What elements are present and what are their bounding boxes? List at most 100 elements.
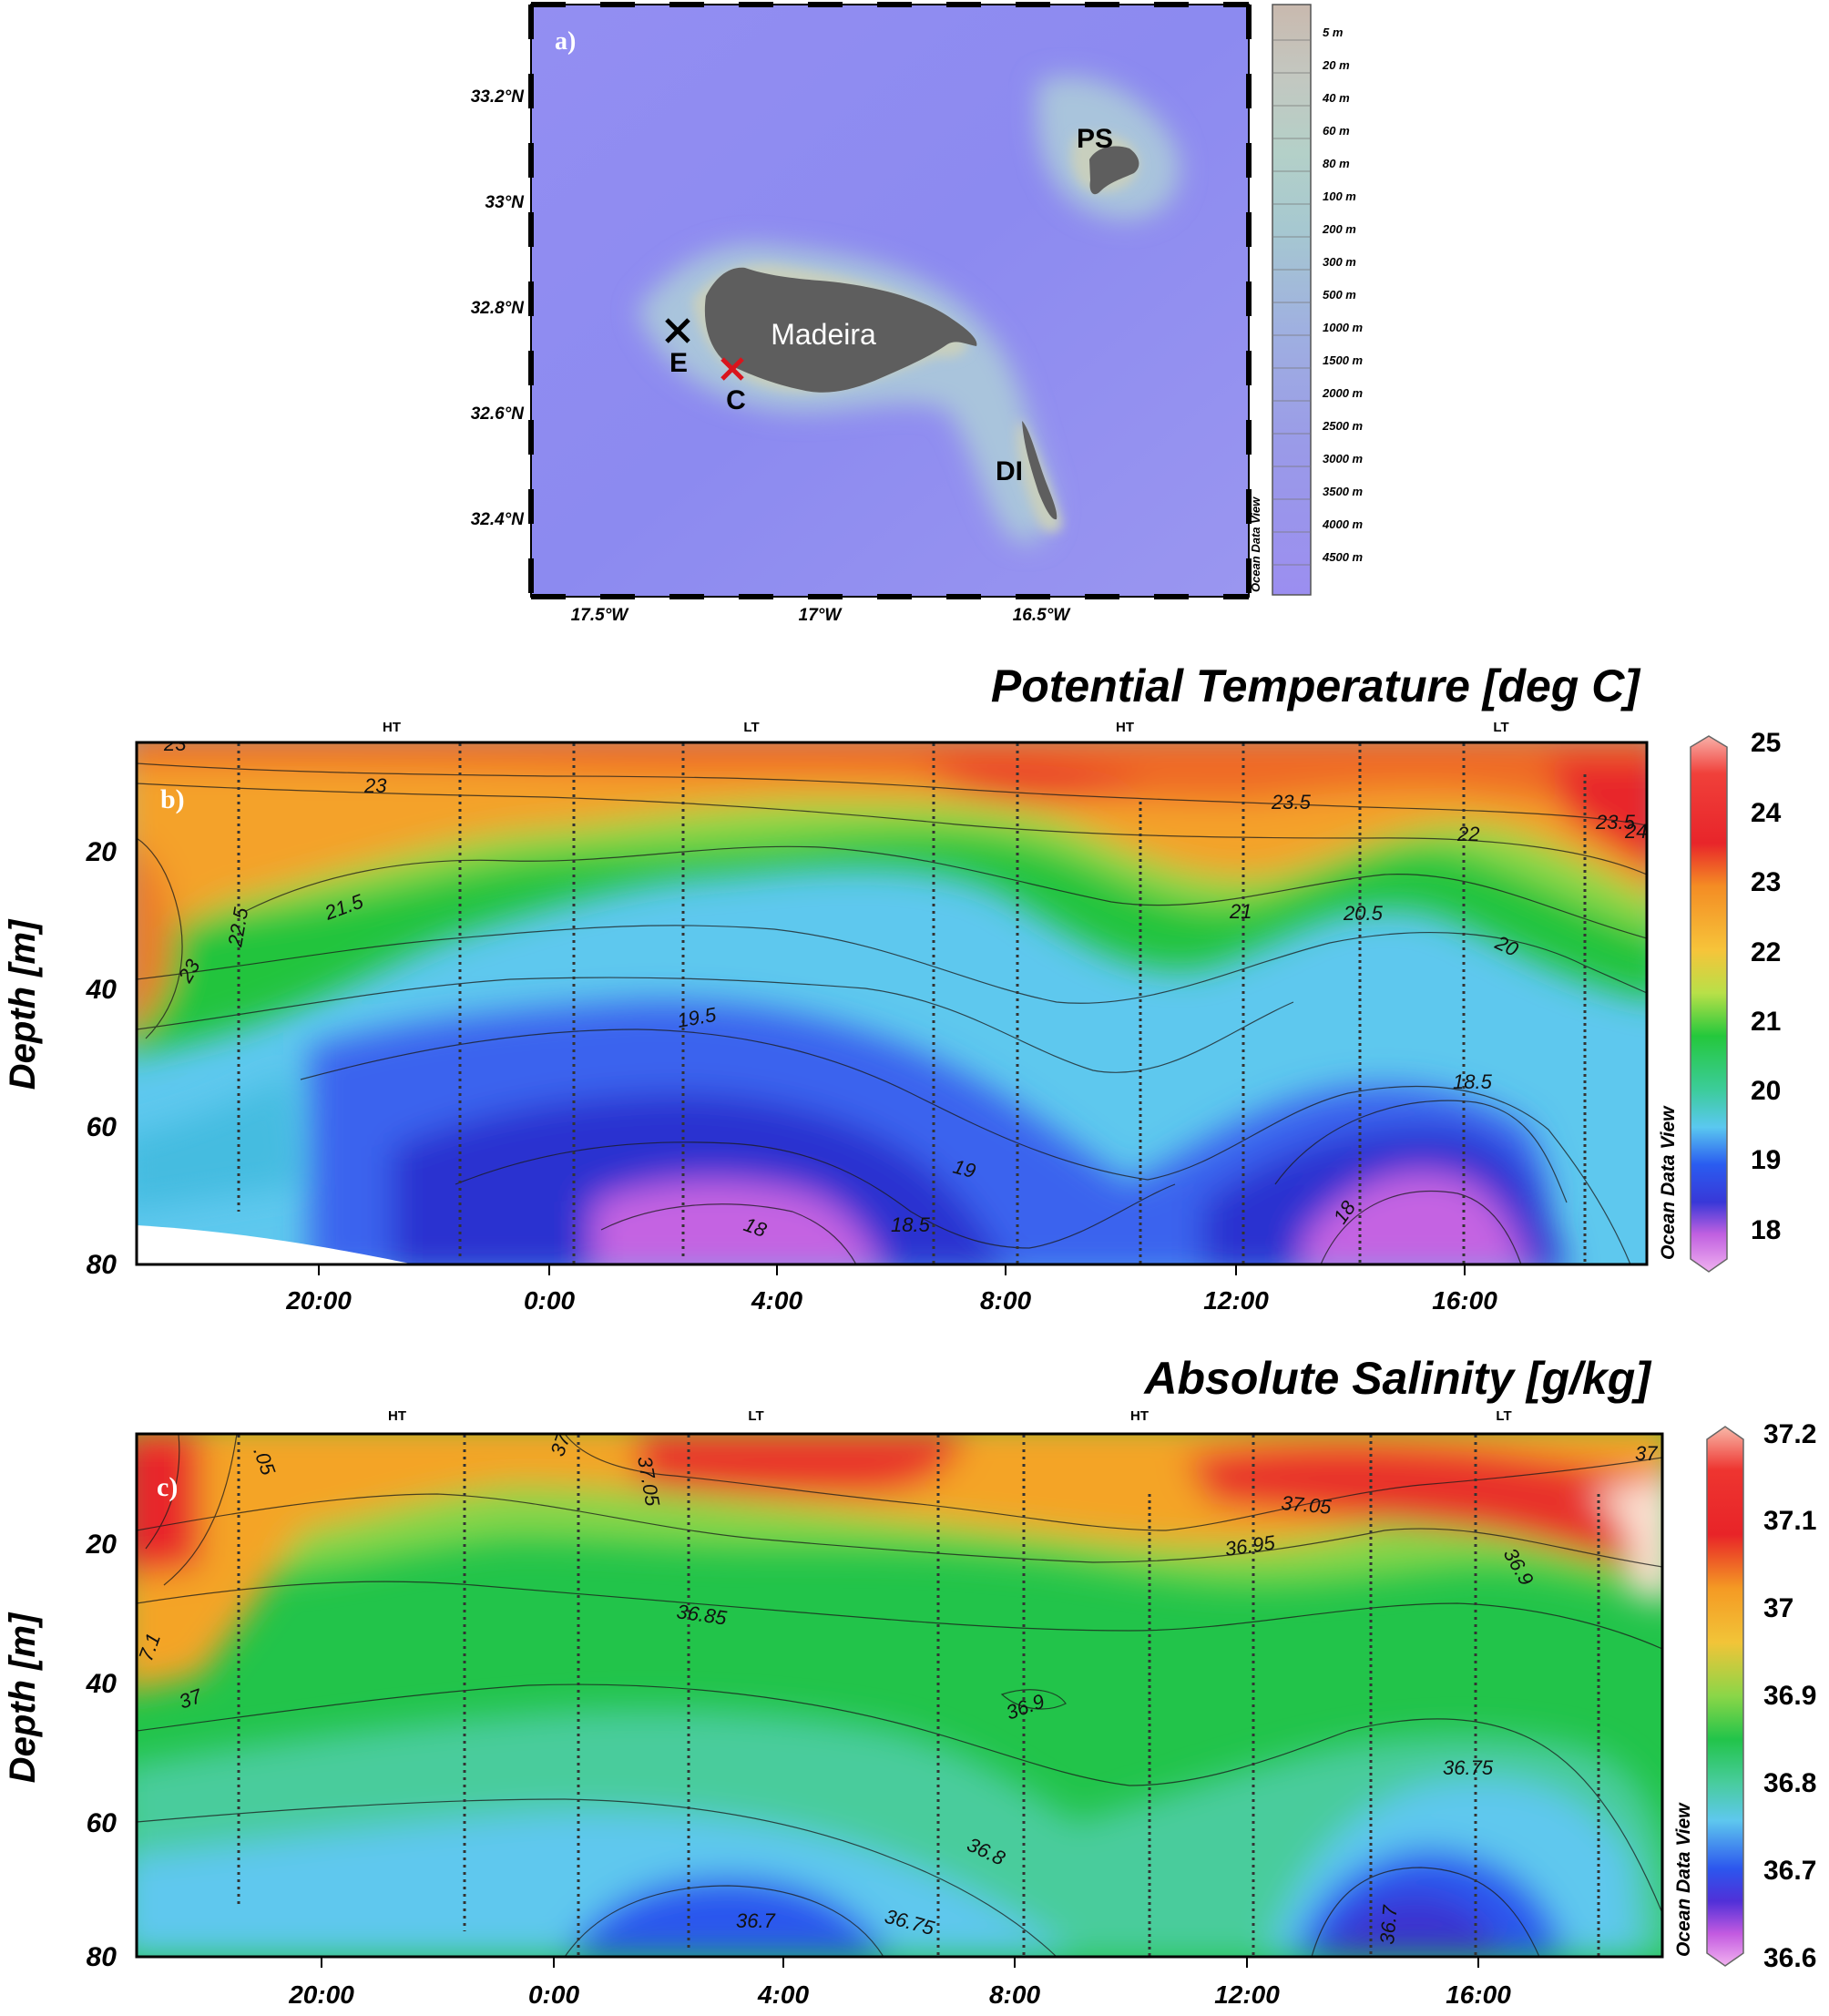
contour-label: 36.7 xyxy=(736,1909,776,1932)
contour-label: 36.7 xyxy=(1375,1904,1402,1946)
colorbar-tick: 37.1 xyxy=(1763,1506,1816,1536)
x-tick: 8:00 xyxy=(989,1980,1040,2009)
depth-legend: 5 m 20 m 40 m 60 m 80 m 100 m 200 m 300 m 500 m 1… xyxy=(1272,4,1364,596)
temperature-y-label: Depth [m] xyxy=(3,918,43,1090)
temperature-x-ticks: 20:00 0:00 4:00 8:00 12:00 16:00 xyxy=(285,1286,1497,1315)
temperature-colorbar: 25 24 23 22 21 20 19 18 xyxy=(1690,728,1782,1273)
colorbar-tick: 37.2 xyxy=(1763,1419,1816,1449)
salinity-y-ticks: 20 40 60 80 xyxy=(86,1530,118,1972)
lon-tick: 16.5°W xyxy=(1013,606,1072,625)
depth-legend-label: 2500 m xyxy=(1322,419,1364,433)
di-label: DI xyxy=(996,456,1023,486)
depth-legend-label: 4500 m xyxy=(1322,550,1364,564)
y-tick: 80 xyxy=(87,1250,118,1280)
map-frame-dashes xyxy=(528,2,1252,599)
missing-data-area xyxy=(137,1225,414,1264)
lat-tick: 32.6°N xyxy=(471,404,526,424)
temperature-frame xyxy=(135,741,1649,1266)
y-tick: 40 xyxy=(86,1669,118,1699)
y-tick: 80 xyxy=(87,1942,118,1972)
depth-legend-label: 200 m xyxy=(1322,222,1356,236)
colorbar-tick: 22 xyxy=(1751,937,1781,967)
island-porto-santo xyxy=(1089,146,1139,195)
station-c-label: C xyxy=(726,385,746,415)
colorbar-tick: 20 xyxy=(1751,1076,1781,1106)
y-tick: 60 xyxy=(87,1808,118,1838)
map-panel: a) 33.2°N 33°N 32.8°N 32.6°N 32.4°N 17.5… xyxy=(471,2,1364,625)
temperature-title: Potential Temperature [deg C] xyxy=(991,660,1641,711)
tide-label: LT xyxy=(1496,1408,1511,1424)
depth-legend-label: 2000 m xyxy=(1322,386,1364,400)
y-tick: 20 xyxy=(86,837,118,867)
ctd-casts-salinity xyxy=(237,1435,1600,1957)
colorbar-tick: 37 xyxy=(1763,1593,1793,1623)
x-tick: 8:00 xyxy=(980,1286,1031,1315)
island-madeira xyxy=(704,267,977,393)
x-tick: 16:00 xyxy=(1432,1286,1497,1315)
lat-tick: 33.2°N xyxy=(471,87,526,107)
map-lon-ticks: 17.5°W 17°W 16.5°W xyxy=(571,606,1072,625)
salinity-panel-label: c) xyxy=(157,1472,178,1502)
x-tick: 12:00 xyxy=(1214,1980,1280,2009)
ctd-casts-temperature xyxy=(237,743,1587,1264)
map-watermark: Ocean Data View xyxy=(1249,496,1262,592)
lat-tick: 32.4°N xyxy=(471,510,526,529)
depth-legend-label: 60 m xyxy=(1323,124,1350,138)
colorbar-bar xyxy=(1690,735,1728,1273)
salinity-x-ticks: 20:00 0:00 4:00 8:00 12:00 16:00 xyxy=(288,1980,1511,2009)
colorbar-tick: 18 xyxy=(1751,1215,1781,1245)
depth-legend-label: 100 m xyxy=(1323,189,1356,203)
salinity-x-tickmarks xyxy=(321,1957,1479,1968)
depth-legend-label: 3500 m xyxy=(1323,485,1364,498)
colorbar-tick: 23 xyxy=(1751,867,1781,897)
lat-tick: 33°N xyxy=(485,193,526,212)
depth-legend-label: 1000 m xyxy=(1323,321,1364,334)
salinity-frame xyxy=(135,1432,1664,1959)
ps-label: PS xyxy=(1077,124,1113,154)
colorbar-ticks: 37.2 37.1 37 36.9 36.8 36.7 36.6 xyxy=(1763,1419,1816,1973)
lon-tick: 17°W xyxy=(799,606,843,625)
temperature-contours xyxy=(137,762,1647,1264)
x-tick: 0:00 xyxy=(524,1286,575,1315)
tide-label: HT xyxy=(388,1408,406,1424)
map-panel-label: a) xyxy=(555,27,576,56)
salinity-panel: Absolute Salinity [g/kg] xyxy=(3,1353,1816,2009)
x-tick: 0:00 xyxy=(528,1980,579,2009)
depth-legend-label: 5 m xyxy=(1323,26,1344,39)
map-bathymetry xyxy=(638,76,1180,544)
y-tick: 20 xyxy=(86,1530,118,1560)
y-tick: 60 xyxy=(87,1112,118,1142)
temperature-tide-labels: HT LT HT LT xyxy=(383,720,1509,735)
contour-label: 21 xyxy=(1229,900,1252,923)
temperature-y-ticks: 20 40 60 80 xyxy=(86,837,118,1280)
salinity-contour-labels: .05 37 37.05 37 37.05 36.95 36.9 36.85 3… xyxy=(137,1434,1658,1946)
colorbar-tick: 25 xyxy=(1751,728,1781,758)
tide-label: HT xyxy=(1116,720,1134,735)
tide-label: LT xyxy=(1493,720,1508,735)
colorbar-tick: 36.9 xyxy=(1763,1681,1816,1711)
depth-legend-label: 500 m xyxy=(1323,288,1356,302)
depth-legend-label: 300 m xyxy=(1323,255,1356,269)
temperature-panel: Potential Temperature [deg C] xyxy=(3,660,1782,1315)
salinity-field: .05 37 37.05 37 37.05 36.95 36.9 36.85 3… xyxy=(137,1434,1662,1957)
contour-label: 22 xyxy=(1456,823,1479,845)
contour-label: 24 xyxy=(1624,820,1647,843)
salinity-contours xyxy=(137,1434,1662,1957)
station-e-label: E xyxy=(669,348,688,378)
colorbar-bar xyxy=(1706,1426,1744,1967)
x-tick: 20:00 xyxy=(285,1286,352,1315)
tide-label: HT xyxy=(383,720,401,735)
salinity-tide-labels: HT LT HT LT xyxy=(388,1408,1512,1424)
contour-label: 18.5 xyxy=(891,1213,931,1236)
salinity-colorbar: 37.2 37.1 37 36.9 36.8 36.7 36.6 xyxy=(1706,1419,1816,1973)
depth-legend-label: 3000 m xyxy=(1323,452,1364,466)
lat-tick: 32.8°N xyxy=(471,299,526,318)
colorbar-tick: 36.7 xyxy=(1763,1856,1816,1886)
contour-label: 18.5 xyxy=(1453,1070,1493,1093)
salinity-y-label: Depth [m] xyxy=(3,1612,43,1783)
x-tick: 20:00 xyxy=(288,1980,354,2009)
depth-legend-label: 40 m xyxy=(1322,91,1350,105)
colorbar-tick: 24 xyxy=(1751,798,1782,828)
depth-legend-label: 20 m xyxy=(1322,58,1350,72)
